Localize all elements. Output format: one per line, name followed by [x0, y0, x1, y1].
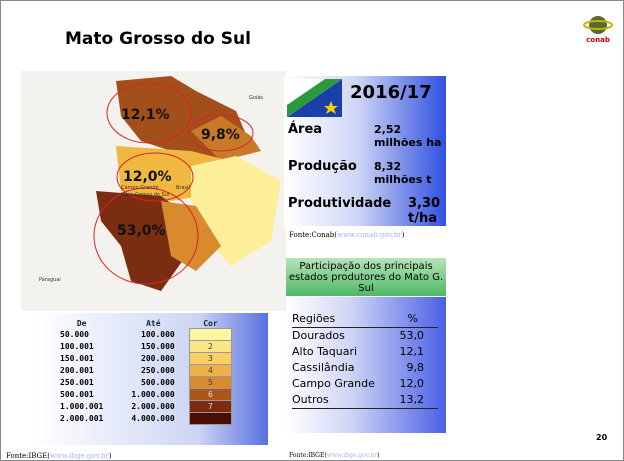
cell: Regiões [292, 312, 336, 325]
legend-box: De Até Cor 50.000 100.000 100.001 150.000 2 150.… [36, 313, 268, 445]
participation-table: Regiões% Dourados 53,0 Alto Taquari 12,1 Cass… [286, 297, 446, 433]
legend-head-cell: De [76, 319, 87, 329]
source-text: Fonte:Conab( [289, 231, 337, 239]
info-label: Área [288, 122, 323, 137]
legend-color: 5 [188, 376, 233, 389]
source: Fonte:Conab(www.conab.gov.br) [289, 231, 404, 239]
legend-color: 2 [188, 340, 233, 353]
legend-from: 250.001 [60, 377, 94, 387]
cell: 53,0 [399, 329, 425, 342]
map-label: 53,0% [117, 223, 166, 239]
legend-row: 50.000 100.000 [46, 328, 233, 341]
map: 12,1% 9,8% 12,0% 53,0% Goiás Campo Grand… [21, 71, 286, 311]
map-label: 9,8% [201, 127, 240, 143]
place: Goiás [249, 94, 263, 101]
legend-color [188, 328, 233, 341]
svg-text:conab: conab [586, 36, 610, 44]
legend-from: 150.001 [60, 353, 94, 363]
legend-row: 1.000.001 2.000.000 7 [46, 400, 233, 413]
cell: Campo Grande [292, 377, 375, 390]
legend-from: 50.000 [60, 329, 89, 339]
source-text: ) [377, 452, 380, 459]
cell: Outros [292, 393, 329, 406]
info-label: Produção [288, 159, 357, 174]
table-row: Cassilândia 9,8 [292, 360, 438, 376]
cell: % [407, 312, 418, 325]
source-text: Fonte:IBGE( [6, 452, 50, 460]
table-row: Outros 13,2 [292, 392, 438, 409]
cell: Alto Taquari [292, 345, 358, 358]
legend-to: 2.000.000 [131, 402, 175, 411]
map-label: 12,0% [123, 169, 172, 185]
legend-row: 200.001 250.000 4 [46, 364, 233, 377]
legend-color [188, 412, 233, 425]
source-link[interactable]: www.conab.gov.br [336, 231, 402, 239]
table-row: Campo Grande 12,0 [292, 376, 438, 392]
info-value: 8,32 milhões t [374, 160, 432, 186]
cell: 12,0 [399, 377, 425, 390]
legend-from: 200.001 [60, 365, 94, 375]
legend-to: 200.000 [141, 354, 175, 363]
legend-from: 100.001 [60, 341, 94, 351]
cell: 13,2 [399, 393, 425, 406]
legend-head-cell: Até [146, 319, 161, 329]
place: Brasil [176, 185, 190, 191]
header-row: Regiões% [292, 311, 438, 328]
legend-row: 500.001 1.000.000 6 [46, 388, 233, 401]
legend-to: 250.000 [141, 366, 175, 375]
title: Mato Grosso do Sul [65, 29, 251, 49]
legend-color: 4 [188, 364, 233, 377]
place: Campo Grande [121, 185, 159, 191]
legend-header: De Até Cor [46, 319, 232, 329]
table-row: Dourados 53,0 [292, 328, 438, 344]
page-number: 20 [596, 433, 608, 442]
legend-to: 4.000.000 [131, 414, 175, 423]
legend-to: 500.000 [141, 378, 175, 387]
legend-row: 150.001 200.000 3 [46, 352, 233, 365]
info-value: 3,30 t/ha [408, 196, 441, 226]
year: 2016/17 [350, 82, 432, 103]
legend-to: 150.000 [141, 342, 175, 351]
cell: Dourados [292, 329, 345, 342]
source-text: ) [401, 231, 405, 239]
map-label: 12,1% [121, 107, 170, 123]
info-box: 2016/17 Área 2,52 milhões ha Produção 8,32 … [284, 76, 446, 226]
cell: 9,8 [406, 361, 425, 374]
legend-from: 2.000.001 [60, 413, 104, 423]
cell: 12,1 [399, 345, 425, 358]
source-link[interactable]: www.ibge.gov.br [49, 452, 109, 460]
legend-color: 6 [188, 388, 233, 401]
legend-head-cell: Cor [203, 319, 218, 328]
place: Mato Grosso do Sul [121, 192, 169, 198]
legend-row: 100.001 150.000 2 [46, 340, 233, 353]
legend-to: 100.000 [141, 330, 175, 339]
legend-row: 250.001 500.000 5 [46, 376, 233, 389]
source: Fonte:IBGE(www.ibge.gov.br) [289, 452, 379, 459]
participation-heading: Participação dos principais estados prod… [286, 258, 446, 296]
cell: Cassilândia [292, 361, 355, 374]
logo: conab [583, 16, 613, 44]
legend-row: 2.000.001 4.000.000 [46, 412, 233, 425]
flag [287, 79, 342, 117]
legend-from: 1.000.001 [60, 401, 104, 411]
source: Fonte:IBGE(www.ibge.gov.br) [6, 452, 112, 460]
table-row: Alto Taquari 12,1 [292, 344, 438, 360]
source-link[interactable]: www.ibge.gov.br [326, 452, 378, 459]
place: Paraguai [39, 277, 61, 283]
legend-to: 1.000.000 [131, 390, 175, 399]
legend-color: 7 [188, 400, 233, 413]
source-text: Fonte:IBGE( [289, 452, 327, 459]
legend-color: 3 [188, 352, 233, 365]
info-value: 2,52 milhões ha [374, 123, 442, 149]
legend-from: 500.001 [60, 389, 94, 399]
source-text: ) [108, 452, 112, 460]
info-label: Produtividade [288, 196, 392, 211]
